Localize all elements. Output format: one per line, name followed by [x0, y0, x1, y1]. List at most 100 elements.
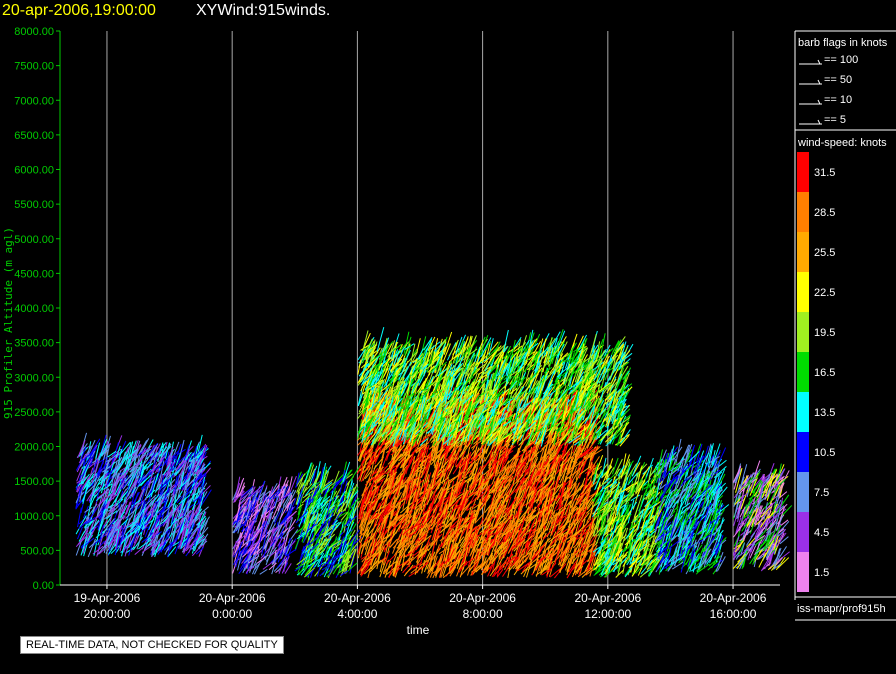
- wind-barb: [136, 454, 147, 467]
- wind-barb: [338, 490, 346, 503]
- wind-barb: [285, 548, 297, 557]
- wind-barb: [328, 546, 340, 556]
- wind-barb: [130, 489, 136, 511]
- wind-barb: [305, 462, 313, 482]
- wind-barb: [124, 467, 136, 484]
- wind-barb: [125, 508, 137, 519]
- wind-barb: [341, 549, 350, 563]
- wind-barb: [330, 482, 340, 494]
- wind-barb: [321, 466, 328, 485]
- wind-barb: [102, 457, 111, 481]
- wind-barb: [163, 541, 174, 551]
- wind-barb: [276, 527, 289, 538]
- wind-barb: [312, 486, 326, 499]
- wind-barb: [296, 477, 304, 494]
- chart-title-datetime: 20-apr-2006,19:00:00: [2, 2, 156, 19]
- wind-barb: [323, 545, 329, 561]
- wind-barb: [272, 486, 286, 500]
- wind-barb: [98, 503, 107, 520]
- wind-barb: [103, 484, 109, 500]
- wind-barb: [151, 534, 158, 556]
- wind-barb: [297, 496, 303, 516]
- wind-barb: [279, 515, 287, 525]
- wind-barb: [234, 476, 241, 502]
- wind-barb: [238, 482, 245, 497]
- wind-barb: [194, 457, 202, 471]
- wind-barb: [177, 497, 187, 518]
- wind-barb: [177, 455, 188, 469]
- wind-barb: [241, 546, 255, 558]
- wind-barb: [103, 528, 110, 553]
- wind-barb: [308, 559, 320, 567]
- wind-barb: [78, 520, 89, 530]
- wind-barb: [195, 467, 203, 475]
- wind-barb: [173, 441, 180, 456]
- wind-barb: [136, 535, 142, 550]
- wind-barb: [140, 504, 150, 520]
- wind-barb: [83, 519, 95, 528]
- wind-barb: [168, 459, 178, 472]
- wind-barb: [144, 445, 151, 462]
- wind-barb: [175, 443, 182, 460]
- wind-barb: [342, 461, 351, 483]
- wind-barb: [235, 501, 241, 521]
- wind-barb: [179, 524, 186, 548]
- wind-barb: [139, 500, 146, 527]
- wind-barb: [345, 525, 350, 539]
- wind-barb: [349, 557, 355, 574]
- wind-barb: [156, 536, 165, 553]
- wind-barb: [154, 493, 164, 512]
- wind-barb: [177, 448, 186, 456]
- wind-barb: [318, 507, 327, 529]
- wind-barb: [337, 540, 346, 564]
- wind-barb: [167, 546, 177, 558]
- wind-barb: [149, 530, 158, 545]
- wind-barb: [161, 499, 167, 520]
- wind-barb: [323, 551, 334, 564]
- wind-barb: [306, 569, 315, 578]
- wind-barb: [241, 485, 254, 498]
- wind-barb: [311, 485, 320, 504]
- wind-barb: [268, 511, 273, 525]
- wind-barb: [162, 517, 170, 536]
- wind-barb: [132, 536, 143, 551]
- wind-barb: [159, 443, 172, 460]
- wind-barb: [303, 509, 309, 524]
- wind-barb: [162, 487, 170, 504]
- wind-barb: [193, 495, 201, 503]
- wind-barb: [164, 489, 173, 501]
- wind-barb: [173, 508, 179, 521]
- wind-barb: [140, 522, 149, 528]
- wind-barb: [312, 498, 318, 515]
- wind-barb: [196, 473, 207, 481]
- wind-barb: [298, 505, 308, 528]
- wind-barb: [320, 524, 333, 540]
- wind-barb: [325, 546, 332, 558]
- wind-barb: [195, 447, 205, 462]
- wind-barb: [120, 504, 128, 518]
- wind-barb: [183, 539, 191, 555]
- wind-barb: [301, 542, 310, 552]
- wind-barb: [144, 525, 151, 538]
- wind-barb: [286, 494, 293, 512]
- wind-barb: [342, 473, 353, 482]
- wind-barb: [161, 532, 173, 551]
- wind-barb: [77, 526, 83, 540]
- wind-barb: [173, 474, 180, 495]
- wind-barb: [277, 544, 286, 563]
- wind-barb: [154, 442, 167, 458]
- wind-barb: [304, 483, 313, 493]
- wind-barb: [115, 500, 127, 514]
- wind-barb: [93, 476, 103, 494]
- wind-barb: [277, 492, 290, 503]
- wind-barb: [347, 536, 358, 557]
- wind-barb: [328, 539, 342, 549]
- wind-barb: [106, 526, 113, 538]
- wind-barb: [268, 562, 277, 571]
- wind-barb: [326, 508, 334, 520]
- wind-barb: [132, 493, 139, 509]
- wind-barb: [101, 480, 108, 503]
- wind-barb: [328, 525, 336, 539]
- wind-barb: [137, 510, 145, 533]
